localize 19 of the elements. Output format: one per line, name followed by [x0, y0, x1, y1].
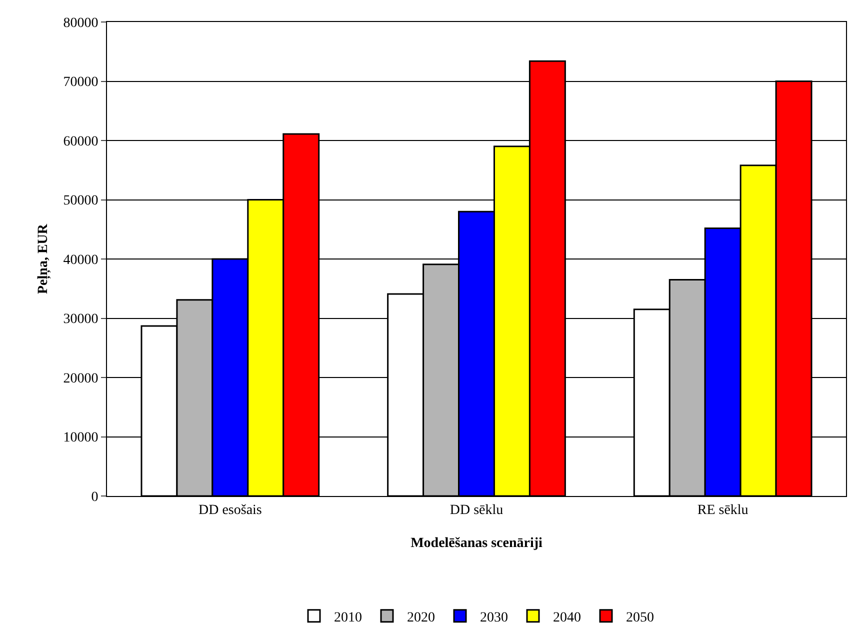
y-tick-label: 70000: [63, 75, 98, 90]
x-tick-label: DD esošais: [198, 502, 262, 518]
legend-label: 2050: [626, 610, 654, 626]
y-tick-label: 0: [91, 490, 98, 505]
x-axis-title: Modelēšanas scenāriji: [410, 536, 543, 552]
y-tick-label: 40000: [63, 252, 98, 268]
legend-label: 2020: [407, 610, 435, 626]
y-tick-label: 20000: [63, 371, 98, 386]
y-axis-title: Peļņa, EUR: [36, 223, 51, 294]
legend-label: 2030: [480, 610, 508, 626]
y-tick-label: 80000: [63, 16, 98, 31]
legend-label: 2010: [334, 610, 362, 626]
y-tick-label: 50000: [63, 194, 98, 209]
x-tick-label: RE sēklu: [697, 502, 748, 518]
y-tick-label: 10000: [63, 430, 98, 446]
y-tick-label: 30000: [63, 312, 98, 328]
x-tick-label: DD sēklu: [450, 502, 504, 518]
y-tick-label: 60000: [63, 134, 98, 150]
legend-label: 2040: [553, 610, 581, 626]
